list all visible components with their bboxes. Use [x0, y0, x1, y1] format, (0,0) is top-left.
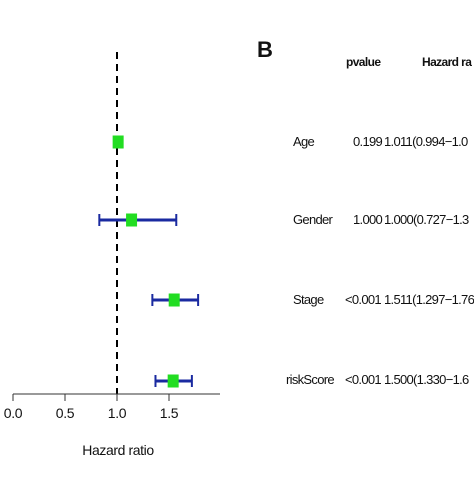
panel-letter: B [257, 37, 273, 62]
row-pvalue: <0.001 [345, 372, 381, 387]
row-pvalue: 0.199 [353, 134, 383, 149]
plot-area: 0.0 0.5 1.0 1.5 [4, 52, 220, 421]
row-hazard-ratio: 1.500(1.330−1.6 [384, 372, 469, 387]
row-hazard-ratio: 1.511(1.297−1.76 [384, 292, 474, 307]
x-tick-label: 0.0 [4, 405, 23, 421]
row-hazard-ratio: 1.000(0.727−1.3 [384, 212, 469, 227]
table-row: Age 0.199 1.011(0.994−1.0 [293, 134, 469, 149]
row-pvalue: <0.001 [345, 292, 381, 307]
table-header-hazard-ratio: Hazard ra [422, 55, 472, 69]
row-name: Age [293, 134, 315, 149]
table-row: Stage <0.001 1.511(1.297−1.76 [293, 292, 474, 307]
x-tick-label: 1.0 [108, 405, 127, 421]
row-pvalue: 1.000 [353, 212, 383, 227]
x-tick-label: 0.5 [56, 405, 75, 421]
x-tick-label: 1.5 [160, 405, 179, 421]
hazard-ratio-marker [112, 135, 124, 149]
table-row: Gender 1.000 1.000(0.727−1.3 [293, 212, 470, 227]
row-name: riskScore [286, 372, 334, 387]
hazard-ratio-marker [168, 293, 180, 307]
x-axis-title: Hazard ratio [82, 442, 154, 458]
table-row: riskScore <0.001 1.500(1.330−1.6 [286, 372, 470, 387]
table-header-pvalue: pvalue [346, 55, 381, 69]
row-name: Stage [293, 292, 324, 307]
hazard-ratio-marker [167, 374, 179, 388]
row-hazard-ratio: 1.011(0.994−1.0 [384, 134, 468, 149]
row-name: Gender [293, 212, 334, 227]
hazard-ratio-marker [126, 213, 138, 227]
